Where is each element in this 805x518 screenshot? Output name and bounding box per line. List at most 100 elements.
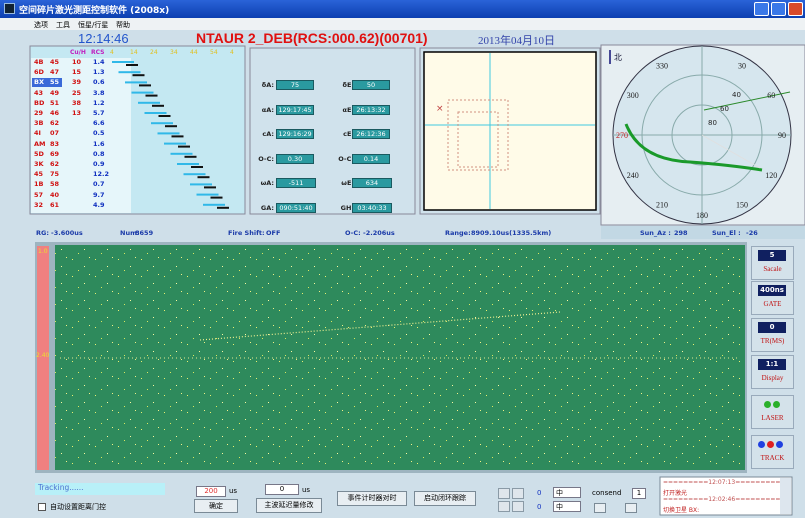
row-value: 69 [50,149,60,158]
row-value: 45 [50,58,60,66]
side-value[interactable]: 1:1 [758,359,786,370]
gate-input[interactable]: 200 [196,486,226,497]
azimuth-label: 180 [696,211,708,220]
loop-button[interactable]: 启动闭环跟踪 [414,491,476,506]
log-scrollbar[interactable] [780,478,791,514]
azimuth-label: 60 [767,91,775,100]
status-value: 8659 [135,229,154,237]
pass-bar [151,122,173,125]
search-box [447,99,509,171]
status-value: -26 [746,229,758,237]
arrow-button[interactable] [512,488,524,499]
row-id: 43 [34,88,44,97]
pass-bar [204,186,216,189]
arrow-button[interactable] [512,501,524,512]
sun-line [703,91,791,111]
el-mode[interactable]: 中 [553,501,581,512]
arrow-button[interactable] [498,488,510,499]
small-button[interactable] [594,503,606,513]
azimuth-label: 330 [656,62,668,71]
azimuth-label: 300 [627,91,639,100]
sun-panel [601,226,805,239]
menu-item[interactable]: 工具 [56,21,70,29]
column-header: Cu/H [70,49,86,56]
scale-label: 24 [150,49,158,56]
side-label[interactable]: GATE [763,300,782,308]
side-label[interactable]: TR(MS) [760,337,785,345]
arrow-button[interactable] [498,501,510,512]
row-value: 46 [50,109,60,117]
side-label[interactable]: LASER [761,414,784,422]
menu-item[interactable]: 帮助 [116,21,130,29]
ring-label: 80 [708,119,717,127]
row-value: 62 [50,160,60,168]
row-rcs: 1.2 [93,98,105,107]
pass-bar [126,64,138,66]
indicator-led [773,401,780,408]
log-line: 切换卫星 BX: [663,506,700,514]
indicator-led [767,441,774,448]
side-value[interactable]: 5 [758,250,786,261]
param-value: -511 [276,178,316,188]
az-mode[interactable]: 中 [553,487,581,498]
pass-bar [165,125,177,128]
sync-button[interactable]: 事件计时器对时 [337,491,407,506]
consend-input[interactable]: 1 [632,488,646,499]
pass-bar [152,104,164,107]
status-label: RG: [36,229,49,237]
confirm-button[interactable]: 确定 [194,499,238,513]
el-offset: 0 [537,503,542,511]
status-label: O-C: [345,229,361,237]
row-value: 62 [50,119,60,128]
param-value: 75 [276,80,314,90]
row-rcs: 1.3 [93,68,105,77]
pass-bar [190,183,212,186]
pass-bar [158,115,171,117]
pass-bar [125,81,147,84]
side-label[interactable]: TRACK [760,454,785,462]
azimuth-label: 210 [656,200,668,209]
param-value: 26:13:32 [352,104,390,115]
menu-item[interactable]: 选项 [34,21,48,29]
menu-item[interactable]: 恒星/行星 [78,21,109,29]
param-value: 26:12:36 [352,129,390,139]
status-label: Range: [445,229,471,237]
minimize-button[interactable] [754,2,769,16]
range-top-label: 1.0 [38,248,48,255]
scale-label: 14 [130,49,138,56]
azimuth-label: 90 [778,131,786,140]
checkbox-label[interactable]: 自动设置距离门控 [50,503,106,511]
azimuth-label: 240 [627,171,639,180]
param-label: ωA: [260,179,274,187]
param-label: cA: [262,130,274,138]
pass-bar [197,176,210,179]
maximize-button[interactable] [771,2,786,16]
row-value: 40 [50,190,60,199]
checkbox[interactable] [38,503,46,511]
side-value[interactable]: 0 [758,322,786,333]
side-frame [751,395,794,429]
menu-bar [0,18,805,30]
row-id: AM [34,139,46,148]
row-value: 07 [50,129,60,138]
delay-input[interactable]: 0 [265,484,299,495]
side-value[interactable]: 400ns [758,285,786,296]
side-label[interactable]: Sacale [763,265,782,273]
small-button[interactable] [625,503,637,513]
pass-bar [171,135,184,138]
window-title: 空间碎片激光测距控制软件 (2008x) [19,6,170,16]
pass-bar [191,166,203,168]
close-button[interactable] [788,2,803,16]
delay-button[interactable]: 主波延迟量修改 [256,498,322,513]
pass-bar [196,193,219,196]
row-id: 6D [34,68,44,77]
param-label: O-C: [338,154,354,163]
pass-bar [170,152,193,155]
scale-label: 44 [190,49,198,56]
param-value: 0.14 [352,153,390,164]
row-value: 10 [72,58,82,66]
side-label[interactable]: Display [761,374,784,382]
range-bar [37,246,49,470]
view-box [423,51,597,211]
status-label: Num: [120,229,140,237]
